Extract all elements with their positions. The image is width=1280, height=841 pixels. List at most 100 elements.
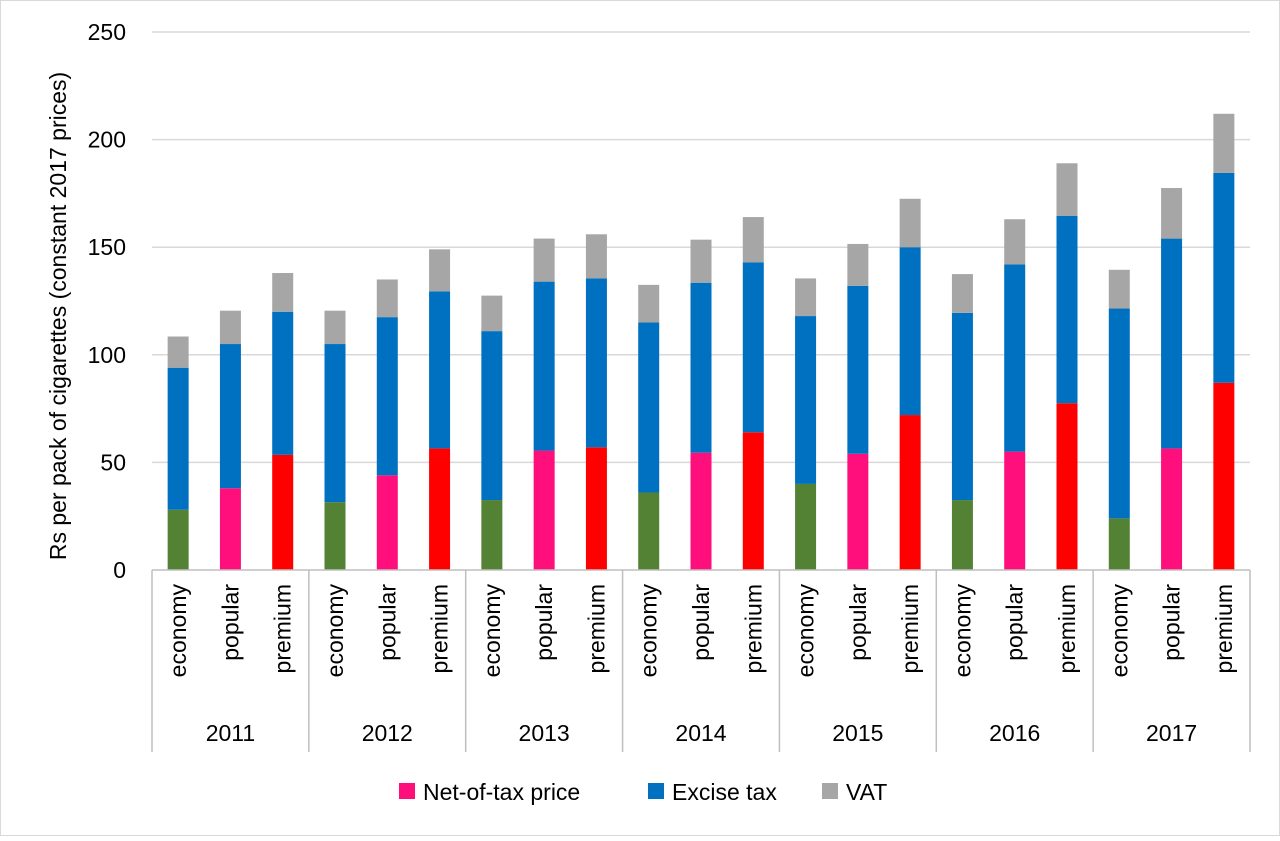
bar-segment [742, 432, 764, 570]
x-group-label: 2017 [1146, 720, 1197, 746]
x-category-label: premium [1054, 584, 1080, 673]
bar-segment [1213, 113, 1235, 173]
bar-segment [690, 239, 712, 283]
bar-segment [951, 274, 973, 313]
bar-segment [951, 500, 973, 570]
bar-segment [795, 483, 817, 570]
bar-segment [638, 284, 660, 323]
bar-segment [742, 217, 764, 263]
x-category-label: premium [583, 584, 609, 673]
bar-segment [847, 243, 869, 286]
bar-segment [272, 311, 294, 455]
bar-segment [324, 344, 346, 503]
bar-segment [638, 322, 660, 493]
bar-segment [847, 285, 869, 454]
bar-segment [219, 488, 241, 570]
bar-segment [429, 249, 451, 292]
legend-swatch [822, 783, 838, 799]
x-group-labels: 2011 2012 2013 2014 2015 2016 2017 [206, 720, 1197, 746]
bar-segment [1108, 308, 1130, 519]
x-category-label: popular [531, 584, 557, 661]
bar-segment [585, 447, 607, 570]
bar-segment [324, 310, 346, 345]
bar-segment [690, 282, 712, 453]
legend-label: VAT [846, 779, 887, 805]
x-category-label: popular [217, 584, 243, 661]
bar-segment [533, 450, 555, 570]
x-category-labels: economy popular premium economy popular premi… [165, 584, 1237, 678]
x-category-label: premium [270, 584, 296, 673]
bar-segment [690, 452, 712, 570]
x-group-label: 2011 [206, 720, 255, 746]
x-category-label: premium [1211, 584, 1237, 673]
legend-swatch [399, 783, 415, 799]
bars [167, 113, 1235, 570]
bar-segment [1056, 163, 1078, 216]
x-category-label: economy [636, 584, 662, 678]
y-tick-label: 50 [100, 449, 126, 475]
bar-segment [167, 336, 189, 368]
y-tick-labels: 0 50 100 150 200 250 [88, 19, 126, 583]
x-group-label: 2015 [832, 720, 883, 746]
bar-segment [1004, 451, 1026, 570]
bar-segment [533, 238, 555, 282]
x-group-label: 2013 [519, 720, 570, 746]
bar-segment [1108, 269, 1130, 309]
bar-segment [481, 295, 503, 332]
bar-segment [429, 448, 451, 570]
x-category-label: premium [897, 584, 923, 673]
x-category-label: premium [740, 584, 766, 673]
bar-segment [324, 502, 346, 570]
bar-segment [167, 367, 189, 510]
y-tick-label: 250 [88, 19, 126, 45]
y-tick-label: 100 [88, 342, 126, 368]
x-group-label: 2014 [675, 720, 726, 746]
x-category-label: economy [322, 584, 348, 678]
bar-segment [795, 278, 817, 317]
bar-segment [742, 262, 764, 433]
x-category-label: popular [374, 584, 400, 661]
bar-segment [1161, 188, 1183, 239]
bar-segment [951, 312, 973, 501]
y-tick-label: 150 [88, 234, 126, 260]
bar-segment [481, 500, 503, 570]
legend-label: Net-of-tax price [423, 779, 580, 805]
bar-segment [1056, 403, 1078, 570]
legend-swatch [648, 783, 664, 799]
bar-segment [272, 454, 294, 570]
bar-segment [1004, 219, 1026, 265]
bar-segment [376, 317, 398, 476]
bar-segment [585, 278, 607, 448]
bar-segment [1161, 238, 1183, 449]
bar-segment [1108, 518, 1130, 570]
bar-segment [1056, 215, 1078, 404]
bar-segment [376, 279, 398, 318]
x-group-label: 2016 [989, 720, 1040, 746]
x-category-label: economy [479, 584, 505, 678]
bar-segment [1004, 264, 1026, 452]
bar-segment [272, 273, 294, 312]
x-category-label: economy [165, 584, 191, 678]
bar-segment [1213, 172, 1235, 383]
x-category-label: economy [793, 584, 819, 678]
bar-segment [1213, 382, 1235, 570]
x-category-label: popular [1159, 584, 1185, 661]
bar-segment [585, 234, 607, 279]
bar-segment [899, 415, 921, 570]
x-category-label: popular [688, 584, 714, 661]
x-category-label: popular [845, 584, 871, 661]
bar-segment [167, 509, 189, 570]
x-category-label: economy [1106, 584, 1132, 678]
y-tick-label: 0 [113, 557, 126, 583]
x-group-label: 2012 [362, 720, 413, 746]
bar-segment [429, 291, 451, 449]
bar-segment [219, 310, 241, 345]
bar-segment [847, 453, 869, 570]
legend-label: Excise tax [672, 779, 777, 805]
bar-segment [376, 475, 398, 570]
y-tick-label: 200 [88, 127, 126, 153]
x-category-label: economy [949, 584, 975, 678]
bar-segment [899, 198, 921, 248]
